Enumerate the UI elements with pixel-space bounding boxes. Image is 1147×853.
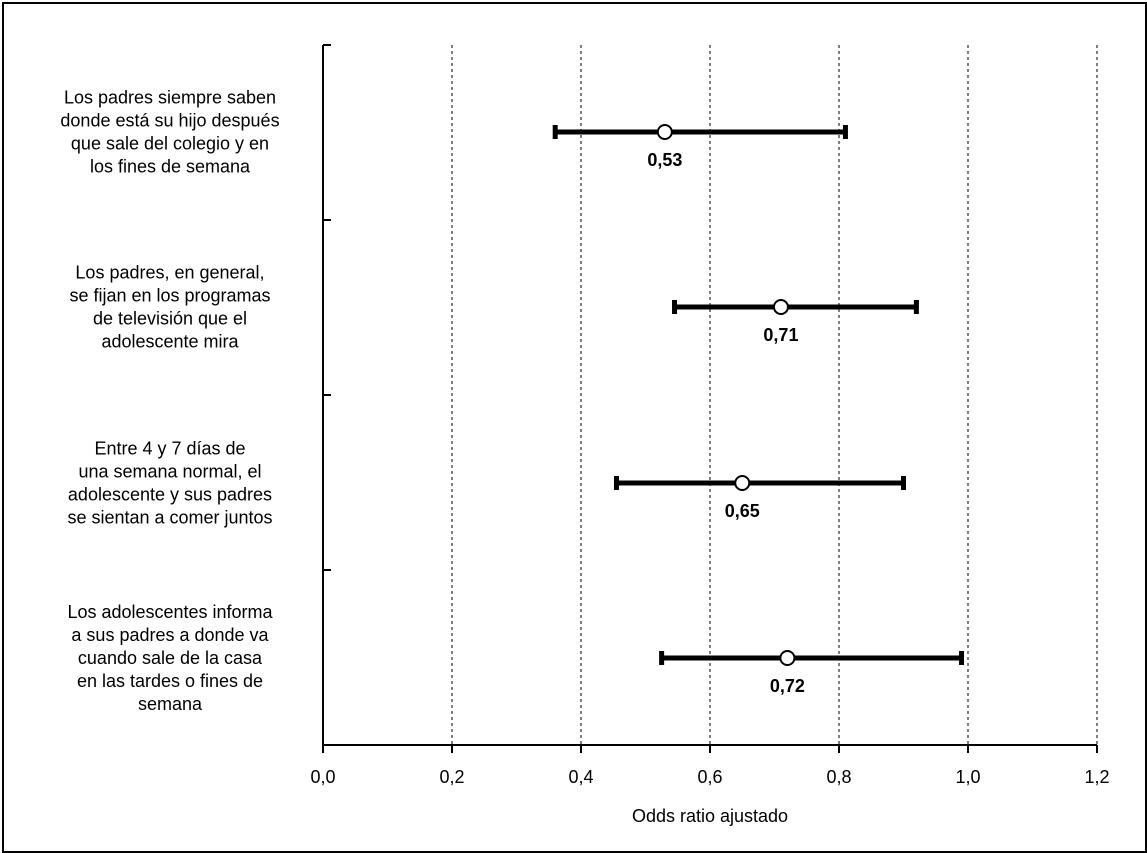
x-tick-label-2: 0,4 [568, 767, 593, 787]
category-label-2: Los padres, en general, se fijan en los p… [69, 263, 270, 352]
point-estimate-4 [779, 650, 796, 666]
category-label-line: una semana normal, el [78, 462, 261, 482]
category-label-1: Los padres siempre saben donde está su hi… [60, 88, 279, 177]
point-estimate-3 [734, 475, 751, 491]
x-axis-title: Odds ratio ajustado [632, 806, 788, 826]
category-label-line: semana [138, 694, 203, 714]
x-tick-label-6: 1,2 [1084, 767, 1109, 787]
value-label-2: 0,71 [763, 325, 798, 345]
x-tick-label-3: 0,6 [697, 767, 722, 787]
category-label-line: que sale del colegio y en [71, 134, 269, 154]
point-estimate-1 [656, 124, 673, 140]
category-label-line: a sus padres a donde va [71, 625, 269, 645]
category-label-line: en las tardes o fines de [77, 671, 263, 691]
x-tick-label-0: 0,0 [310, 767, 335, 787]
value-label-3: 0,65 [725, 501, 760, 521]
category-label-line: Los adolescentes informa [67, 602, 273, 622]
category-label-line: cuando sale de la casa [78, 648, 263, 668]
value-label-4: 0,72 [770, 676, 805, 696]
x-tick-label-5: 1,0 [955, 767, 980, 787]
category-label-line: se fijan en los programas [69, 286, 270, 306]
category-label-3: Entre 4 y 7 días de una semana normal, el… [67, 439, 272, 528]
x-tick-label-4: 0,8 [826, 767, 851, 787]
category-label-line: adolescente y sus padres [68, 485, 272, 505]
category-label-line: donde está su hijo después [60, 111, 279, 131]
category-label-line: Los padres siempre saben [64, 88, 276, 108]
value-label-1: 0,53 [647, 150, 682, 170]
category-label-line: Entre 4 y 7 días de [94, 439, 245, 459]
point-estimate-2 [772, 299, 789, 315]
category-label-line: de televisión que el [93, 309, 247, 329]
x-tick-label-1: 0,2 [439, 767, 464, 787]
category-label-line: se sientan a comer juntos [67, 508, 272, 528]
category-label-line: Los padres, en general, [75, 263, 264, 283]
category-label-line: los fines de semana [90, 157, 251, 177]
category-label-4: Los adolescentes informa a sus padres a d… [67, 602, 273, 714]
category-label-line: adolescente mira [101, 332, 239, 352]
